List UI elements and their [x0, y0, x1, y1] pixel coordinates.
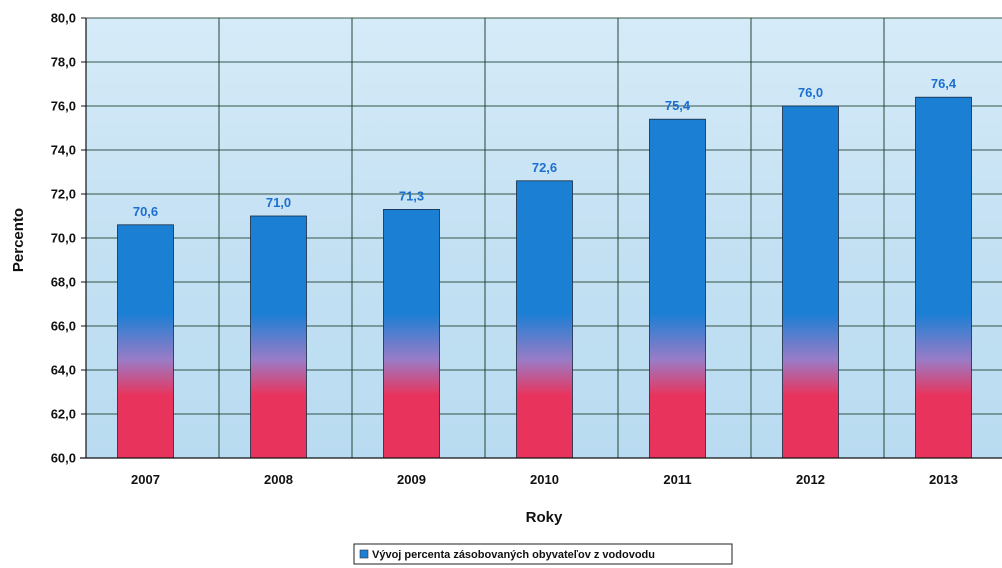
data-label-2010: 72,6 [532, 160, 557, 175]
x-axis-title: Roky [526, 509, 563, 526]
y-tick-label: 60,0 [51, 451, 76, 466]
data-label-2007: 70,6 [133, 204, 158, 219]
y-axis-title: Percento [10, 208, 27, 272]
y-tick-label: 72,0 [51, 187, 76, 202]
data-labels: 70,6 71,0 71,3 72,6 75,4 76,0 76,4 [133, 76, 957, 219]
data-label-2011: 75,4 [665, 98, 691, 113]
x-tick-label-2008: 2008 [264, 472, 293, 487]
x-tick-label-2009: 2009 [397, 472, 426, 487]
y-tick-label: 74,0 [51, 143, 76, 158]
bar-2008 [250, 215, 307, 459]
bar-2012 [782, 105, 839, 459]
y-tick-label: 76,0 [51, 99, 76, 114]
legend-label: Vývoj percenta zásobovaných obyvateľov z… [372, 549, 655, 561]
y-tick-label: 80,0 [51, 11, 76, 26]
bar-2009 [383, 208, 440, 459]
y-tick-label: 68,0 [51, 275, 76, 290]
x-tick-label-2010: 2010 [530, 472, 559, 487]
y-tick-label: 64,0 [51, 363, 76, 378]
legend-swatch [359, 549, 369, 559]
legend-box [353, 543, 733, 565]
data-label-2012: 76,0 [798, 85, 823, 100]
x-axis-ticks: 2007 2008 2009 2010 2011 2012 2013 [131, 472, 958, 487]
y-tick-label: 78,0 [51, 55, 76, 70]
bar-2010 [516, 180, 573, 459]
y-tick-label: 70,0 [51, 231, 76, 246]
x-tick-label-2012: 2012 [796, 472, 825, 487]
bar-2007 [117, 224, 174, 459]
y-axis-ticks: 60,0 62,0 64,0 66,0 68,0 70,0 72,0 74,0 76,0 78,0… [51, 11, 86, 466]
y-tick-label: 66,0 [51, 319, 76, 334]
bars [117, 96, 972, 459]
bar-2011 [649, 118, 706, 459]
x-tick-label-2013: 2013 [929, 472, 958, 487]
data-label-2009: 71,3 [399, 188, 424, 203]
data-label-2008: 71,0 [266, 195, 291, 210]
x-tick-label-2011: 2011 [663, 472, 691, 487]
data-label-2013: 76,4 [931, 76, 957, 91]
bar-2013 [915, 96, 972, 459]
legend: Vývoj percenta zásobovaných obyvateľov z… [353, 543, 733, 565]
x-tick-label-2007: 2007 [131, 472, 160, 487]
y-tick-label: 62,0 [51, 407, 76, 422]
